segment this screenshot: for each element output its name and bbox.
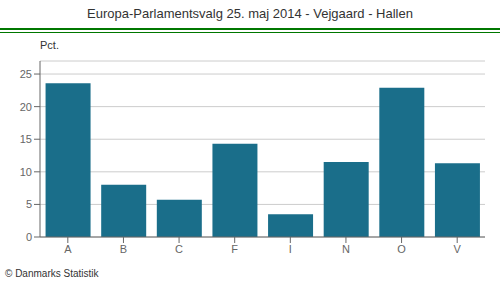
svg-text:V: V: [454, 243, 462, 255]
svg-text:20: 20: [20, 101, 32, 113]
svg-text:O: O: [397, 243, 406, 255]
svg-text:I: I: [289, 243, 292, 255]
svg-text:0: 0: [26, 231, 32, 243]
html-text:© Danmarks Statistik: © Danmarks Statistik: [5, 268, 99, 279]
html-text:Europa-Parlamentsvalg 25. maj: Europa-Parlamentsvalg 25. maj 2014 - Vej…: [87, 6, 413, 21]
svg-text:N: N: [342, 243, 350, 255]
svg-text:25: 25: [20, 68, 32, 80]
svg-text:A: A: [64, 243, 72, 255]
svg-text:10: 10: [20, 166, 32, 178]
svg-text:15: 15: [20, 133, 32, 145]
svg-text:C: C: [175, 243, 183, 255]
svg-text:B: B: [120, 243, 127, 255]
html-text:Pct.: Pct.: [40, 39, 59, 51]
svg-text:5: 5: [26, 198, 32, 210]
svg-text:F: F: [231, 243, 238, 255]
